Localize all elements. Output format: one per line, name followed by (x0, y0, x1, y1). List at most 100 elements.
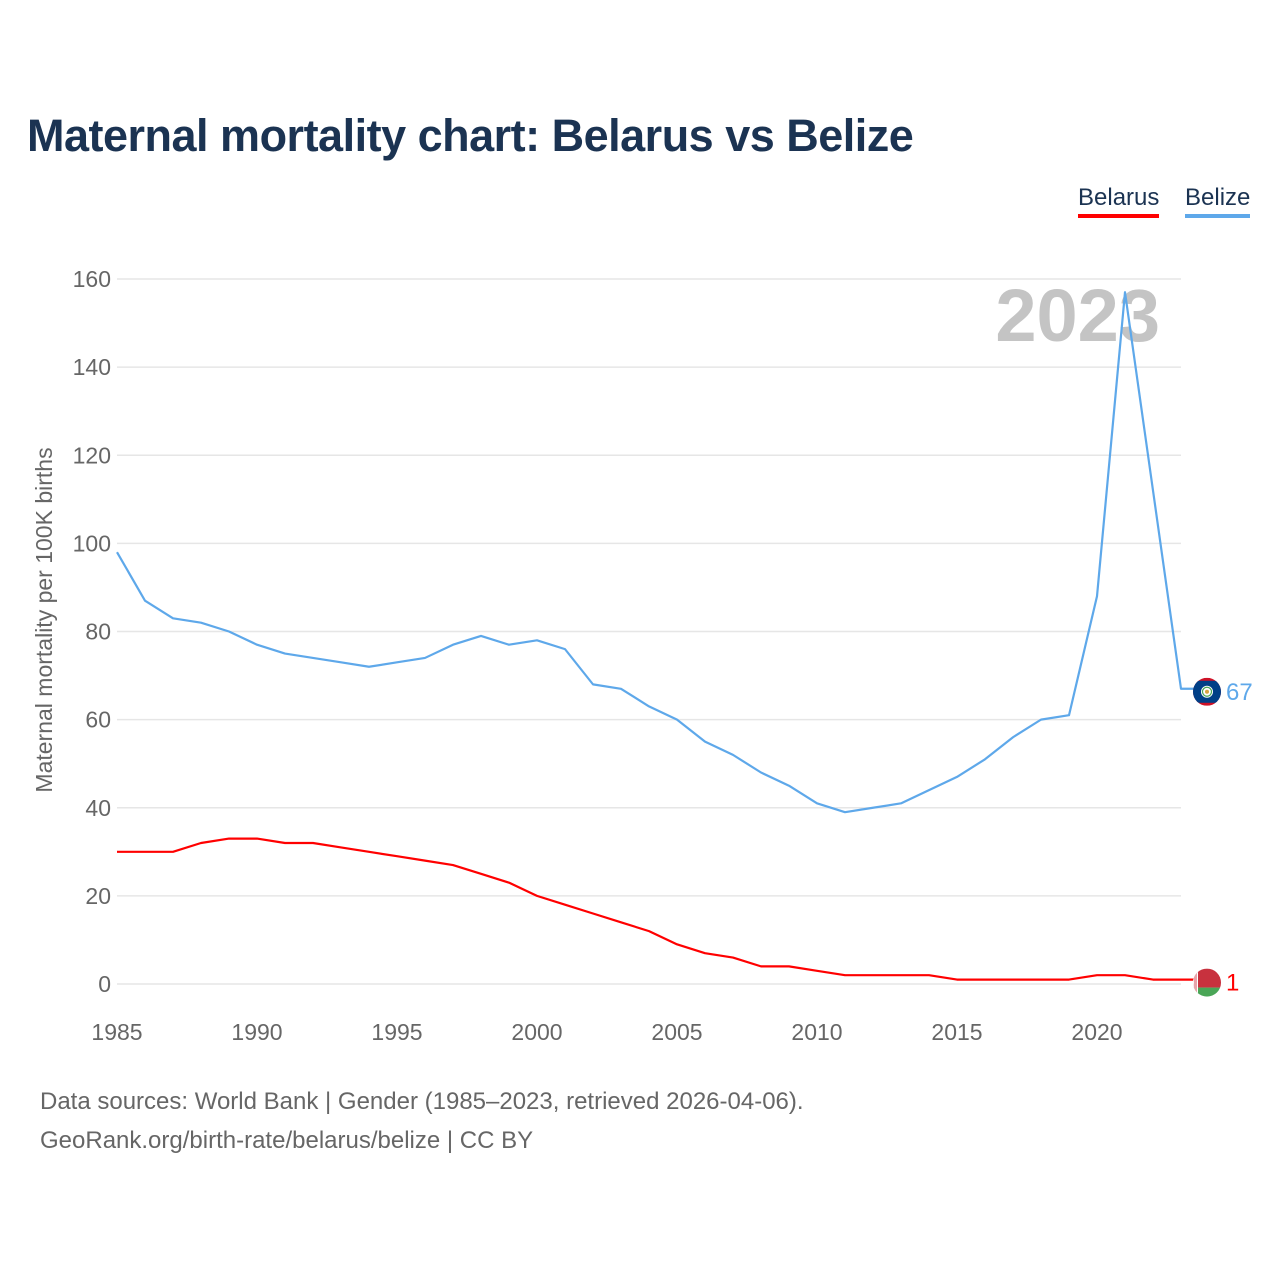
x-tick-label: 1995 (371, 1019, 422, 1045)
data-point-belize[interactable] (1179, 687, 1183, 691)
legend-belarus[interactable]: Belarus (1078, 184, 1160, 218)
data-point-belarus[interactable] (703, 951, 707, 955)
data-point-belarus[interactable] (1151, 978, 1155, 982)
series-line-belize (116, 291, 1195, 814)
x-tick-label: 1985 (91, 1019, 142, 1045)
data-point-belarus[interactable] (843, 973, 847, 977)
data-point-belize[interactable] (619, 687, 623, 691)
data-point-belarus[interactable] (227, 837, 231, 841)
data-point-belarus[interactable] (759, 964, 763, 968)
data-point-belarus[interactable] (591, 912, 595, 916)
data-point-belize[interactable] (983, 757, 987, 761)
data-point-belarus[interactable] (731, 956, 735, 960)
data-point-belarus[interactable] (955, 978, 959, 982)
data-point-belize[interactable] (563, 647, 567, 651)
data-point-belize[interactable] (731, 753, 735, 757)
data-point-belize[interactable] (815, 801, 819, 805)
data-point-belarus[interactable] (899, 973, 903, 977)
data-point-belarus[interactable] (1039, 978, 1043, 982)
data-point-belarus[interactable] (619, 920, 623, 924)
data-point-belarus[interactable] (395, 854, 399, 858)
data-point-belarus[interactable] (1095, 973, 1099, 977)
data-point-belarus[interactable] (983, 978, 987, 982)
data-point-belarus[interactable] (675, 942, 679, 946)
data-point-belize[interactable] (339, 660, 343, 664)
y-tick-label: 0 (98, 971, 111, 997)
y-axis-label: Maternal mortality per 100K births (31, 447, 57, 792)
data-point-belize[interactable] (479, 634, 483, 638)
data-point-belarus[interactable] (283, 841, 287, 845)
data-point-belarus[interactable] (647, 929, 651, 933)
y-tick-label: 20 (85, 883, 111, 909)
data-point-belize[interactable] (927, 788, 931, 792)
x-tick-label: 2010 (791, 1019, 842, 1045)
legend-belize[interactable]: Belize (1185, 184, 1251, 218)
data-point-belarus[interactable] (143, 850, 147, 854)
data-point-belarus[interactable] (927, 973, 931, 977)
data-point-belize[interactable] (535, 638, 539, 642)
data-point-belarus[interactable] (311, 841, 315, 845)
data-point-belarus[interactable] (1123, 973, 1127, 977)
data-point-belarus[interactable] (1067, 978, 1071, 982)
data-point-belize[interactable] (199, 621, 203, 625)
data-point-belarus[interactable] (423, 859, 427, 863)
data-point-belize[interactable] (255, 643, 259, 647)
data-point-belize[interactable] (899, 801, 903, 805)
data-point-belize[interactable] (787, 784, 791, 788)
data-point-belarus[interactable] (871, 973, 875, 977)
data-point-belarus[interactable] (1011, 978, 1015, 982)
data-point-belize[interactable] (1011, 735, 1015, 739)
y-tick-label: 120 (73, 442, 111, 468)
data-point-belarus[interactable] (507, 881, 511, 885)
data-point-belize[interactable] (1151, 489, 1155, 493)
data-point-belize[interactable] (759, 771, 763, 775)
footer-sources: Data sources: World Bank | Gender (1985–… (40, 1088, 804, 1115)
data-point-belarus[interactable] (787, 964, 791, 968)
data-point-belize[interactable] (703, 740, 707, 744)
data-point-belize[interactable] (871, 806, 875, 810)
data-point-belize[interactable] (675, 718, 679, 722)
y-tick-label: 80 (85, 619, 111, 645)
data-point-belize[interactable] (955, 775, 959, 779)
y-tick-label: 160 (73, 266, 111, 292)
y-tick-label: 40 (85, 795, 111, 821)
footer-link[interactable]: GeoRank.org/birth-rate/belarus/belize | … (40, 1127, 534, 1154)
series-line-belarus (117, 837, 1195, 981)
data-point-belarus[interactable] (451, 863, 455, 867)
data-point-belize[interactable] (843, 810, 847, 814)
data-point-belarus[interactable] (1179, 978, 1183, 982)
data-point-belarus[interactable] (255, 837, 259, 841)
data-point-belize[interactable] (143, 599, 147, 603)
data-point-belize[interactable] (311, 656, 315, 660)
data-point-belarus[interactable] (367, 850, 371, 854)
data-point-belize[interactable] (423, 656, 427, 660)
data-point-belarus[interactable] (115, 850, 119, 854)
end-value-label: 67 (1226, 679, 1253, 706)
data-point-belize[interactable] (1067, 713, 1071, 717)
data-point-belize[interactable] (451, 643, 455, 647)
data-point-belize[interactable] (1039, 718, 1043, 722)
data-point-belize[interactable] (591, 682, 595, 686)
data-point-belarus[interactable] (339, 845, 343, 849)
data-point-belize[interactable] (171, 616, 175, 620)
data-point-belize[interactable] (115, 550, 119, 554)
data-point-belize[interactable] (283, 652, 287, 656)
end-marker-belarus: 1 (1193, 968, 1239, 997)
year-watermark: 2023 (995, 274, 1160, 357)
data-point-belarus[interactable] (535, 894, 539, 898)
data-point-belarus[interactable] (479, 872, 483, 876)
data-point-belize[interactable] (647, 704, 651, 708)
data-point-belize[interactable] (507, 643, 511, 647)
data-point-belize[interactable] (367, 665, 371, 669)
data-point-belarus[interactable] (815, 969, 819, 973)
belarus-flag-icon (1193, 968, 1221, 997)
data-point-belize[interactable] (1123, 290, 1127, 294)
data-point-belize[interactable] (395, 660, 399, 664)
data-point-belize[interactable] (227, 630, 231, 634)
data-point-belize[interactable] (1095, 594, 1099, 598)
belize-flag-icon (1193, 677, 1221, 706)
data-point-belarus[interactable] (171, 850, 175, 854)
data-point-belarus[interactable] (563, 903, 567, 907)
data-point-belarus[interactable] (199, 841, 203, 845)
